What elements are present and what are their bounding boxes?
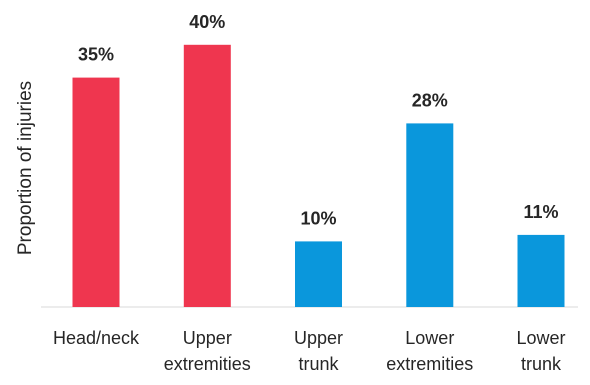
category-label-line: Lower [405,328,454,348]
category-label: Upper trunk [294,328,343,374]
category-label-line: trunk [521,354,562,374]
data-label: 40% [189,12,225,32]
category-label: Upper extremities [164,328,251,374]
category-label: Head/neck [53,328,140,348]
bar [517,234,565,307]
category-label-line: extremities [164,354,251,374]
bar [406,123,454,308]
bar [295,241,342,307]
bar [72,77,120,307]
data-label: 35% [78,45,114,65]
data-label: 10% [300,208,336,228]
category-label-line: Lower [516,328,565,348]
category-label-line: extremities [386,354,473,374]
category-label-line: Upper [183,328,232,348]
y-axis-label: Proportion of injuries [15,81,36,255]
category-label-line: Upper [294,328,343,348]
category-label-line: trunk [298,354,339,374]
category-label: Lower trunk [516,328,565,374]
bar [183,44,231,308]
data-label: 28% [412,90,448,110]
category-label-line: Head/neck [53,328,140,348]
data-label: 11% [523,202,558,222]
category-label: Lower extremities [386,328,473,374]
bars: 35% Head/neck 40% Upper extremities 10% Upper t… [53,12,566,374]
